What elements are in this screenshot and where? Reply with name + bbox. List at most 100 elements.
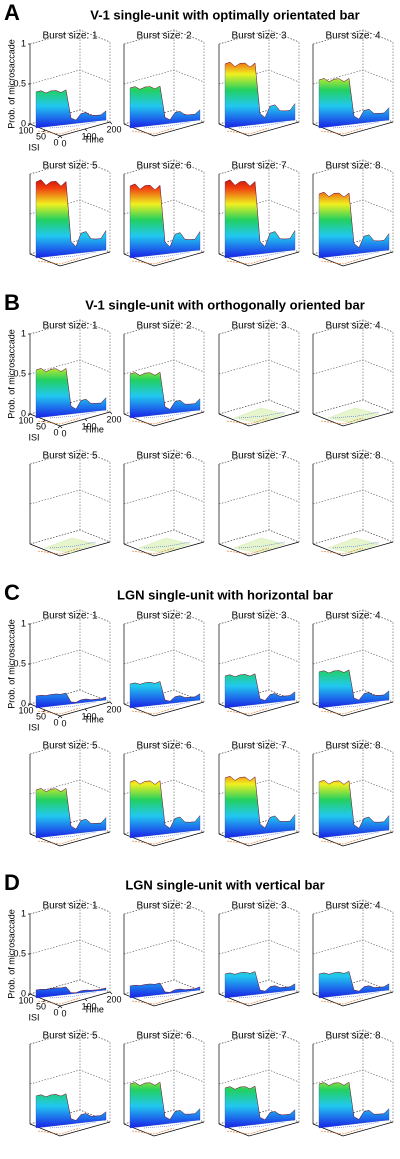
floor-contour [226,707,270,715]
grid-line [29,609,111,625]
z-tick-label: 0 [21,698,26,708]
surface-ridge [35,89,107,121]
surface-ridge [224,61,296,118]
surface-ridge [224,775,296,829]
floor-contour [332,411,380,419]
grid-line [218,399,300,415]
grid-line [29,1069,111,1085]
time-tick-label: 200 [106,994,121,1004]
subplot-title: Burst size: 8 [325,741,380,752]
subplot-title: Burst size: 4 [325,611,380,622]
subplot-title: Burst size: 1 [42,321,97,332]
time-axis-label: Time [84,714,104,724]
grid-line [312,489,394,505]
surface-ridge [129,1081,201,1120]
floor-axes [123,541,205,557]
panel-letter: A [4,0,20,25]
grid-line [123,489,205,505]
isi-tick [57,135,61,139]
floor-axes [312,121,394,137]
z-axis-label: Prob. of microsaccade [6,329,16,419]
panel-title: V-1 single-unit with orthogonally orient… [85,297,365,312]
subplot-title: Burst size: 8 [325,161,380,172]
z-axis-label: Prob. of microsaccade [6,39,16,129]
surface-ridge [35,692,107,703]
isi-tick-label: 0 [53,717,58,727]
z-tick-label: 0 [21,118,26,128]
floor-axes [218,701,300,717]
floor-contour [320,127,364,135]
floor-axes [312,991,394,1007]
subplot-title: Burst size: 7 [231,741,286,752]
isi-tick [42,999,46,1003]
grid-line [29,1029,111,1045]
z-tick-label: 0 [21,408,26,418]
floor-contour [143,251,191,259]
floor-axes [218,411,300,427]
isi-tick [27,993,31,997]
surface-ridge [318,971,390,992]
grid-line [29,159,111,175]
subplot-title: Burst size: 2 [136,901,191,912]
z-axis-label: Prob. of microsaccade [6,909,16,999]
subplot-title: Burst size: 3 [231,321,286,332]
surface-ridge [35,368,107,410]
surface-ridge [224,1085,296,1121]
floor-contour [37,707,81,715]
time-tick-label: 100 [81,131,96,141]
grid-line [312,359,394,375]
grid-line [218,529,300,545]
floor-axes [218,831,300,847]
floor-contour [49,121,97,129]
surface-ridge [35,986,107,993]
floor-axes [218,251,300,267]
floor-contour [226,257,270,265]
isi-tick [57,425,61,429]
grid-line [312,779,394,795]
grid-line [218,199,300,215]
subplot-title: Burst size: 7 [231,161,286,172]
floor-contour [226,1127,270,1135]
subplot-title: Burst size: 3 [231,901,286,912]
z-tick-label: 0.5 [13,948,26,958]
floor-contour [143,1121,191,1129]
time-tick [59,1005,63,1009]
floor-contour [226,997,270,1005]
grid-line [123,69,205,85]
floor-contour [143,831,191,839]
time-axis-label: Time [84,1004,104,1014]
grid-line [123,979,205,995]
time-tick [59,135,63,139]
surface [129,780,201,839]
surface-ridge [318,191,390,248]
floor-contour [226,837,270,845]
floor-contour [131,837,175,845]
surface [224,673,296,709]
isi-tick [42,709,46,713]
floor-contour [238,541,286,549]
grid-line [218,319,300,335]
floor-axes [218,1121,300,1137]
grid-line [29,529,111,545]
subplot-title: Burst size: 2 [136,321,191,332]
floor-contour [238,831,286,839]
time-tick [109,991,113,995]
isi-tick [57,1005,61,1009]
grid-line [218,609,300,625]
subplot-title: Burst size: 5 [42,451,97,462]
floor-contour [238,411,286,419]
surface-ridge [318,1081,390,1120]
floor-contour [320,417,364,425]
surface-ridge [318,779,390,829]
z-tick-label: 0.5 [13,368,26,378]
isi-axis-label: ISI [28,432,39,442]
time-tick [109,701,113,705]
surface-ridge [129,183,201,248]
surface-ridge [129,779,201,829]
isi-tick-label: 50 [36,711,46,721]
surface-ridge [35,1093,107,1121]
floor-axes [312,701,394,717]
time-tick [84,128,88,132]
grid-line [218,489,300,505]
floor-contour [332,831,380,839]
